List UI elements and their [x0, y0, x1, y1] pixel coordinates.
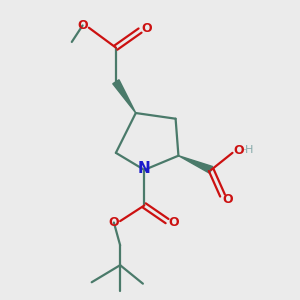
Polygon shape	[178, 156, 213, 173]
Text: N: N	[138, 161, 151, 176]
Text: ·: ·	[242, 144, 246, 157]
Text: O: O	[141, 22, 152, 35]
Text: H: H	[245, 145, 254, 155]
Text: O: O	[233, 144, 244, 157]
Text: O: O	[222, 193, 233, 206]
Text: O: O	[77, 19, 88, 32]
Text: O: O	[109, 216, 119, 229]
Polygon shape	[113, 80, 136, 113]
Text: O: O	[168, 216, 178, 229]
